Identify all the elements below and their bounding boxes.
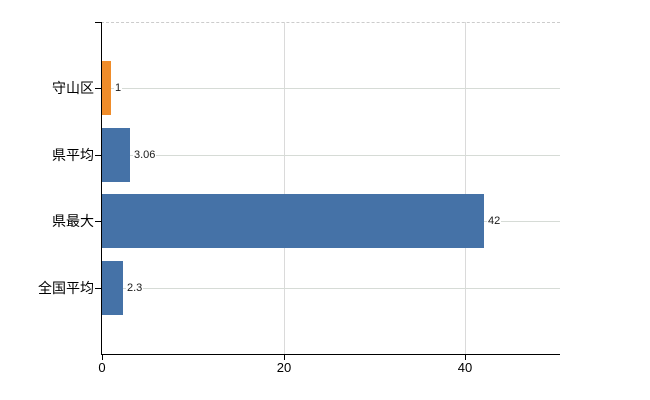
bar-value-label: 2.3	[126, 281, 144, 295]
bar	[102, 194, 484, 248]
h-gridline	[102, 155, 560, 156]
category-label: 全国平均	[38, 280, 94, 296]
h-gridline	[102, 288, 560, 289]
category-tick	[95, 88, 101, 89]
category-tick	[95, 155, 101, 156]
bar	[102, 61, 111, 115]
x-tick-label: 0	[98, 360, 106, 375]
bar-value-label: 1	[114, 81, 123, 95]
category-label: 守山区	[52, 80, 94, 96]
category-label: 県最大	[52, 213, 94, 229]
x-tick-label: 40	[457, 360, 473, 375]
bar	[102, 261, 123, 315]
bar	[102, 128, 130, 182]
category-tick	[95, 288, 101, 289]
x-axis-tick	[284, 355, 285, 360]
v-gridline	[284, 22, 285, 354]
x-tick-label: 20	[276, 360, 292, 375]
h-gridline	[102, 88, 560, 89]
y-axis-line	[101, 22, 102, 355]
category-tick	[95, 221, 101, 222]
plot-top-border	[101, 22, 560, 23]
y-axis-top-tick	[95, 22, 101, 23]
bar-value-label: 3.06	[133, 148, 157, 162]
v-gridline	[465, 22, 466, 354]
x-axis-tick	[465, 355, 466, 360]
x-axis-line	[101, 354, 560, 355]
x-axis-tick	[102, 355, 103, 360]
category-label: 県平均	[52, 147, 94, 163]
bar-value-label: 42	[487, 214, 502, 228]
